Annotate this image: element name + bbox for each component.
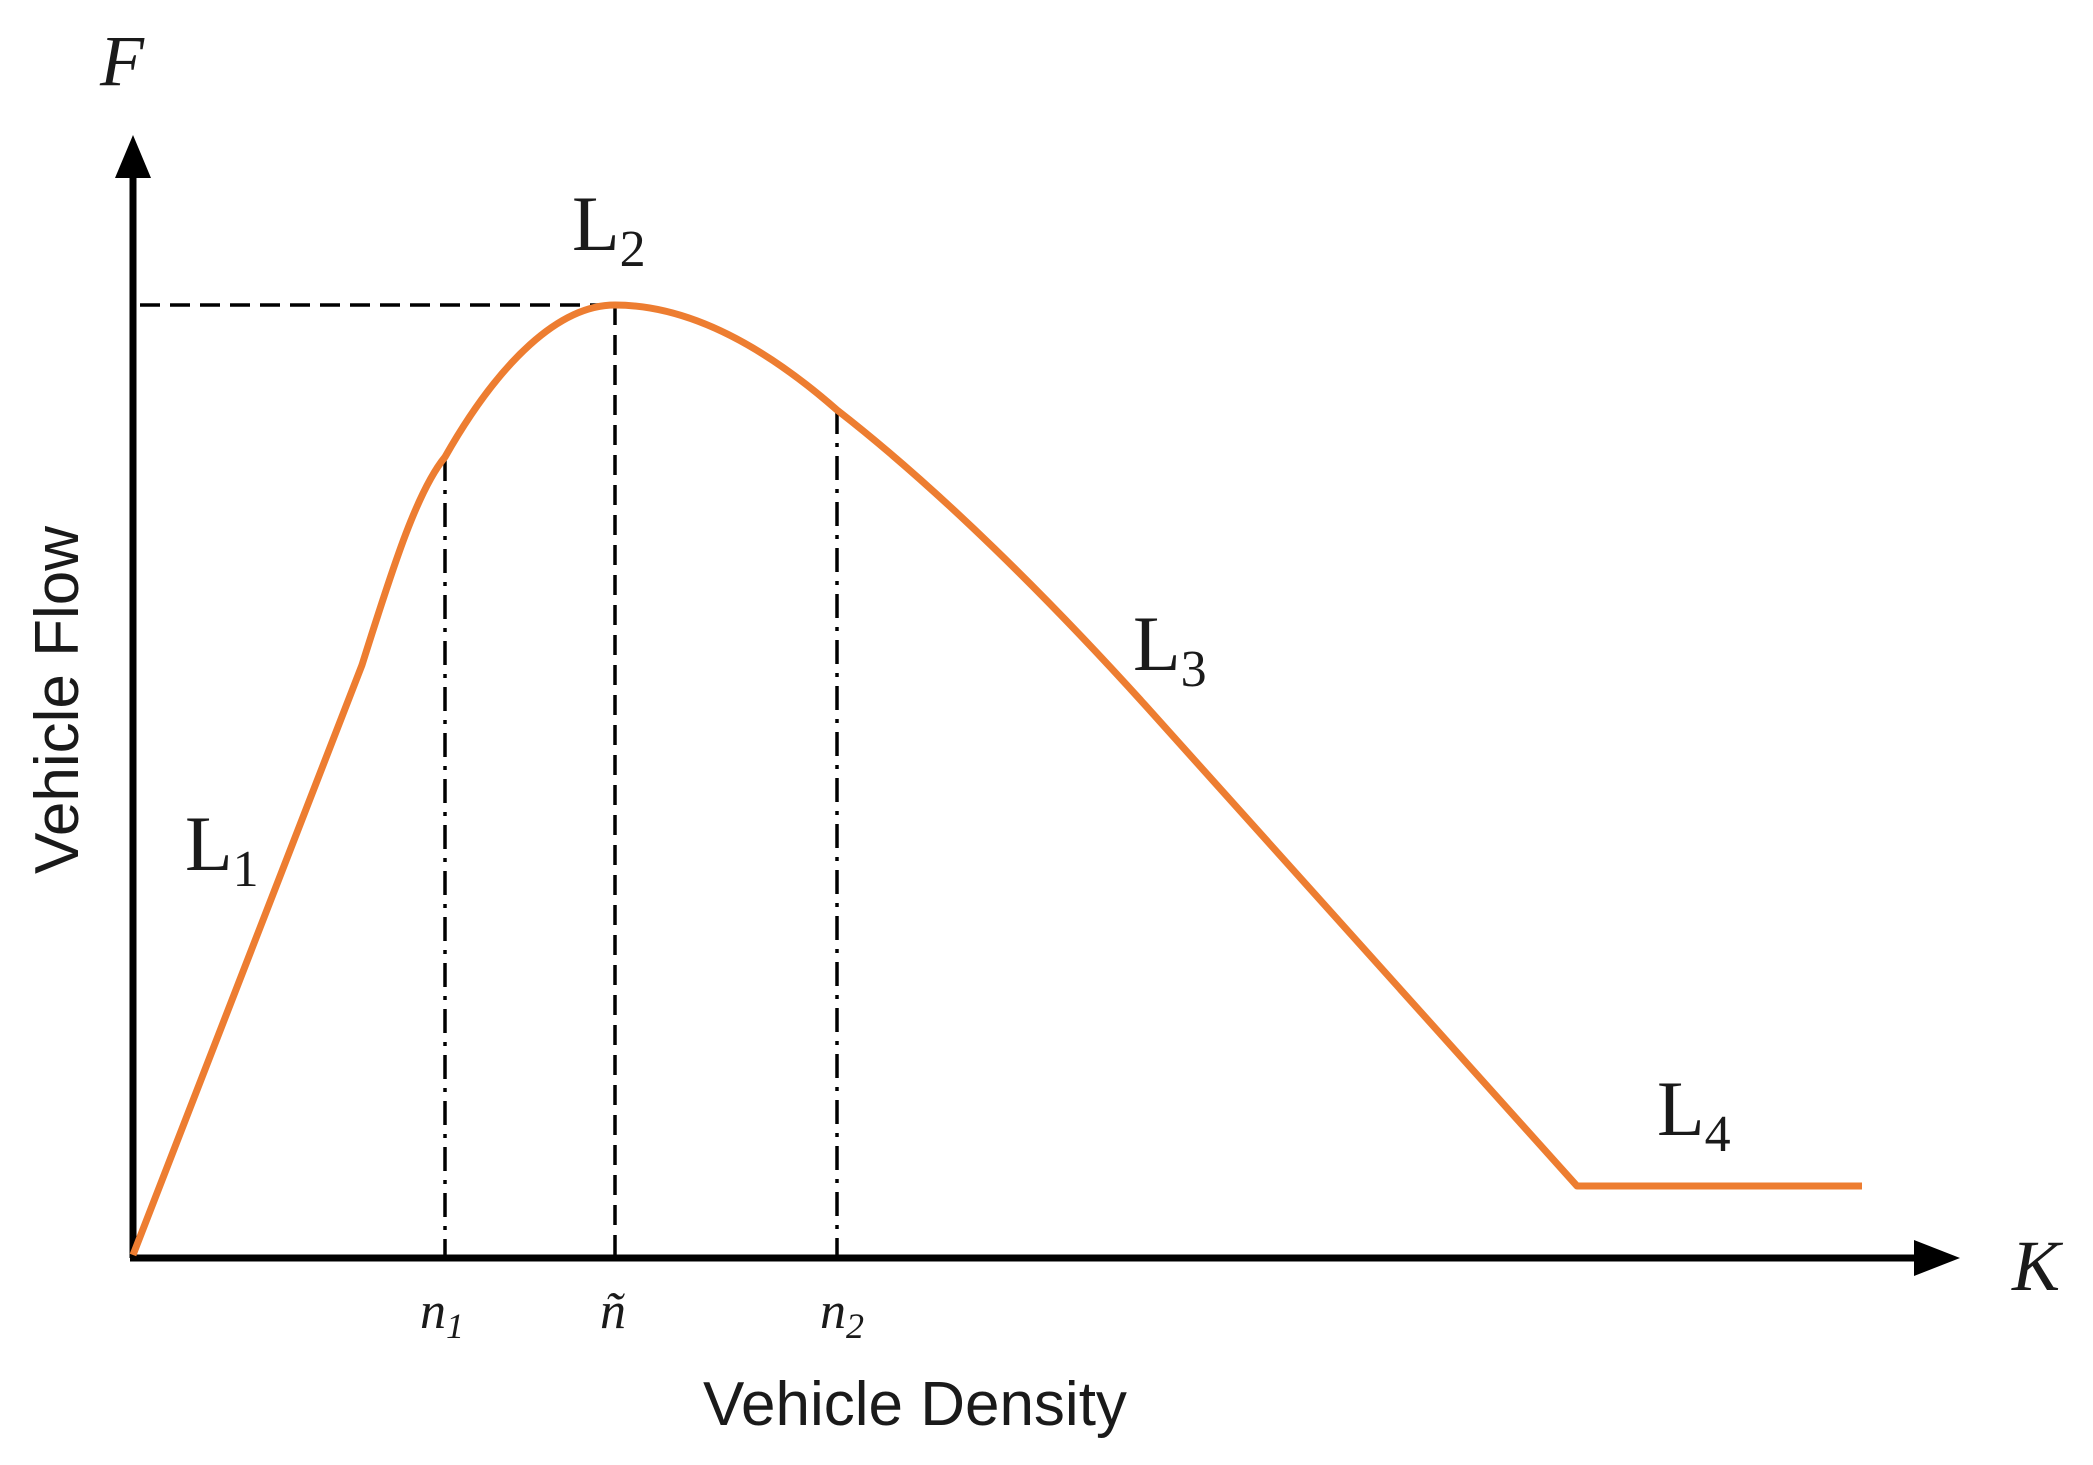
segment-label-L2: L2 bbox=[572, 180, 646, 278]
flow-density-curve bbox=[129, 301, 1862, 1257]
segment-label-L1: L1 bbox=[185, 800, 259, 898]
x-axis-label: Vehicle Density bbox=[703, 1370, 1127, 1439]
x-axis-symbol: K bbox=[2011, 1226, 2064, 1306]
tick-n1: n1 bbox=[420, 1283, 464, 1346]
tick-ntilde: ñ bbox=[600, 1283, 626, 1340]
segment-label-L3: L3 bbox=[1133, 600, 1207, 698]
tick-n2: n2 bbox=[820, 1283, 864, 1346]
y-axis-label: Vehicle Flow bbox=[23, 526, 92, 874]
x-axis-arrowhead bbox=[1914, 1240, 1960, 1276]
y-axis-arrowhead bbox=[115, 135, 151, 178]
segment-label-L4: L4 bbox=[1657, 1065, 1731, 1163]
y-axis-symbol: F bbox=[99, 21, 145, 101]
